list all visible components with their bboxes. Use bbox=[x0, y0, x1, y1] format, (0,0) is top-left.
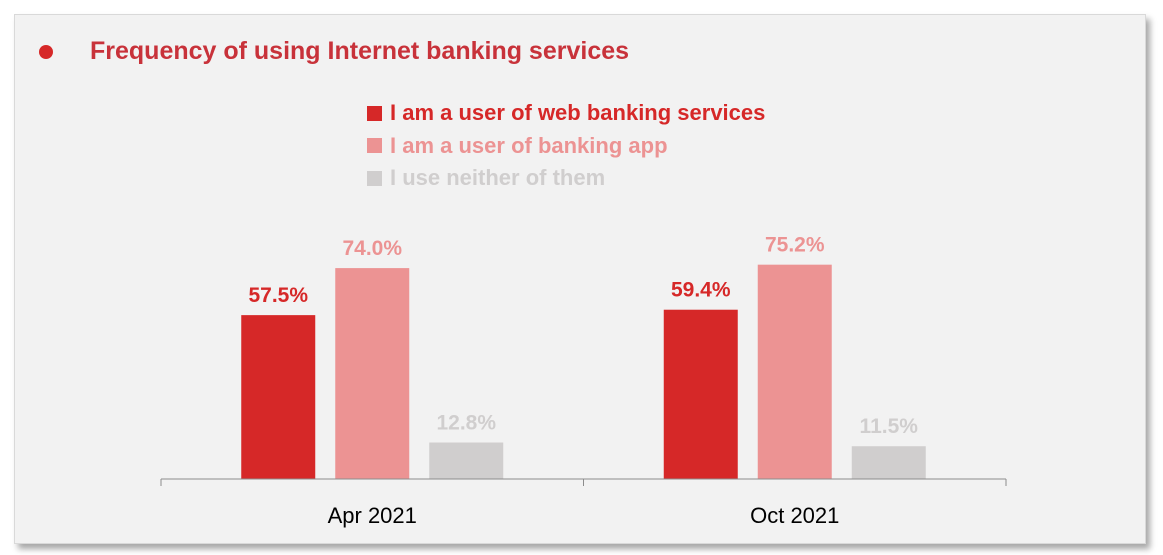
data-label-1-1: 57.5% bbox=[248, 284, 308, 307]
x-tick-label-1: Apr 2021 bbox=[328, 503, 417, 528]
legend-label-web: I am a user of web banking services bbox=[390, 100, 766, 126]
x-tick-label-2: Oct 2021 bbox=[750, 503, 839, 528]
data-label-2-1: 74.0% bbox=[342, 237, 402, 260]
legend: I am a user of web banking services I am… bbox=[367, 97, 765, 195]
bar-3-2 bbox=[851, 446, 926, 479]
data-label-3-2: 11.5% bbox=[860, 415, 919, 438]
bar-2-1 bbox=[335, 268, 410, 479]
legend-label-app: I am a user of banking app bbox=[390, 132, 668, 158]
bar-1-1 bbox=[241, 315, 316, 479]
chart-title: Frequency of using Internet banking serv… bbox=[90, 37, 630, 65]
legend-item-neither: I use neither of them bbox=[367, 162, 765, 195]
legend-item-app: I am a user of banking app bbox=[367, 130, 765, 163]
data-label-2-2: 75.2% bbox=[765, 234, 825, 257]
data-label-1-2: 59.4% bbox=[671, 279, 731, 302]
legend-swatch-neither bbox=[367, 170, 382, 186]
bar-3-1 bbox=[429, 442, 504, 479]
title-row: Frequency of using Internet banking serv… bbox=[39, 37, 629, 66]
bar-2-2 bbox=[757, 264, 832, 479]
legend-item-web: I am a user of web banking services bbox=[367, 97, 765, 130]
chart-card: Frequency of using Internet banking serv… bbox=[14, 14, 1146, 544]
data-label-3-1: 12.8% bbox=[436, 412, 496, 435]
bar-1-2 bbox=[663, 309, 738, 479]
legend-label-neither: I use neither of them bbox=[390, 165, 606, 191]
bullet-icon bbox=[39, 44, 53, 59]
legend-swatch-web bbox=[367, 105, 382, 121]
legend-swatch-app bbox=[367, 138, 382, 154]
